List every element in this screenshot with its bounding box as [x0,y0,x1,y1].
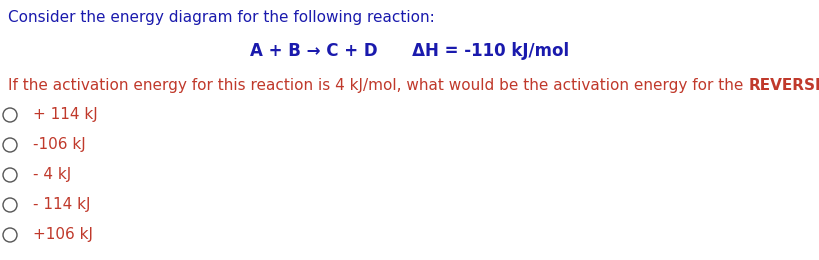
Text: -106 kJ: -106 kJ [33,138,86,153]
Text: - 4 kJ: - 4 kJ [33,167,71,183]
Text: Consider the energy diagram for the following reaction:: Consider the energy diagram for the foll… [8,10,434,25]
Text: If the activation energy for this reaction is 4 kJ/mol, what would be the activa: If the activation energy for this reacti… [8,78,748,93]
Text: A + B → C + D      ΔH = -110 kJ/mol: A + B → C + D ΔH = -110 kJ/mol [250,42,569,60]
Text: REVERSE: REVERSE [748,78,819,93]
Text: + 114 kJ: + 114 kJ [33,107,97,122]
Text: - 114 kJ: - 114 kJ [33,198,90,212]
Text: +106 kJ: +106 kJ [33,228,93,243]
